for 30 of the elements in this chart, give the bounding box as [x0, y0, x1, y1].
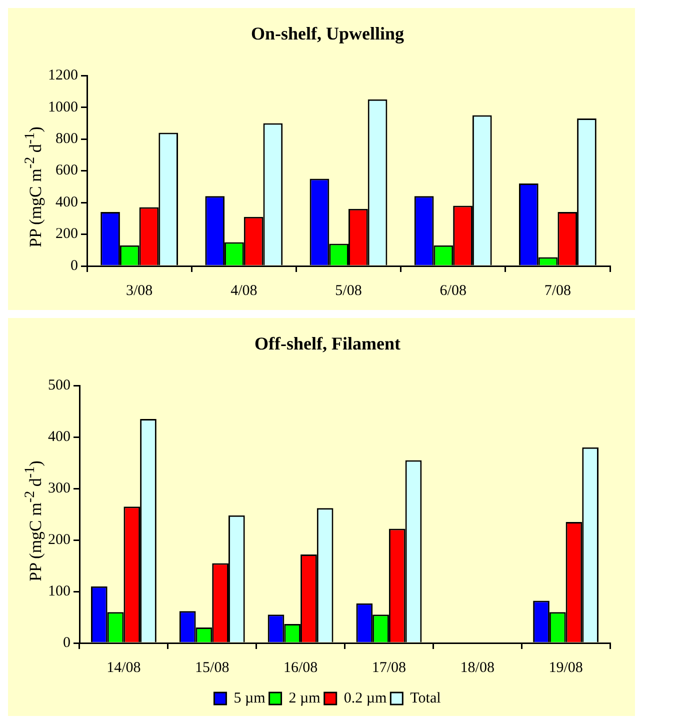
x-tick-label: 18/08: [460, 660, 494, 676]
y-tick-label: 0: [70, 258, 78, 274]
legend-label: 0.2 µm: [344, 690, 387, 706]
chart-title: Off-shelf, Filament: [254, 333, 400, 354]
y-tick-label: 100: [48, 583, 70, 600]
x-tick-label: 5/08: [335, 282, 362, 299]
y-tick-label: 300: [48, 480, 70, 496]
y-tick-label: 0: [63, 634, 70, 651]
x-tick-label: 6/08: [440, 282, 466, 299]
x-tick-label: 16/08: [283, 660, 318, 676]
x-tick-label: 7/08: [544, 282, 572, 299]
x-tick-label: 14/08: [106, 660, 141, 676]
y-tick-label: 1000: [48, 99, 78, 116]
x-tick-label: 15/08: [195, 660, 230, 676]
y-tick-label: 400: [56, 194, 78, 210]
legend-label: Total: [410, 690, 441, 706]
y-tick-label: 400: [48, 429, 70, 446]
chart-title: On-shelf, Upwelling: [250, 23, 404, 44]
x-tick-label: 4/08: [230, 282, 258, 299]
y-tick-label: 200: [48, 532, 70, 548]
y-tick-label: 1200: [48, 68, 78, 84]
legend-label: 5 µm: [234, 690, 266, 706]
legend-label: 2 µm: [288, 690, 321, 706]
y-tick-label: 500: [48, 378, 70, 394]
y-tick-label: 600: [56, 162, 78, 179]
y-tick-label: 200: [56, 226, 78, 242]
x-tick-label: 19/08: [548, 660, 583, 676]
y-tick-label: 800: [56, 131, 78, 148]
x-tick-label: 3/08: [126, 282, 153, 299]
x-tick-label: 17/08: [372, 660, 406, 676]
